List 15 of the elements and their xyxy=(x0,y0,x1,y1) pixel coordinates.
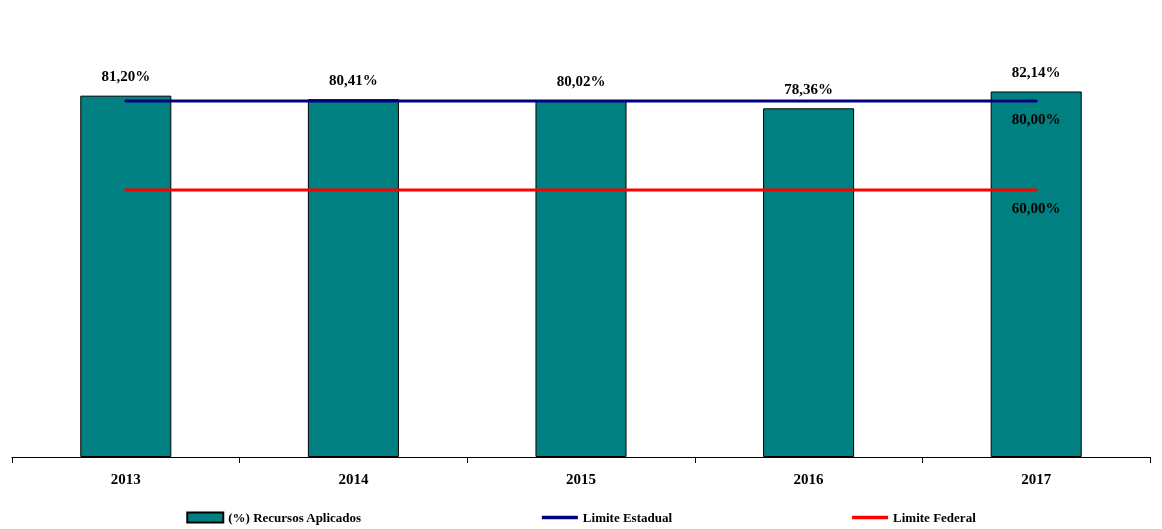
x-tick-label: 2013 xyxy=(110,470,141,487)
legend-label: Limite Estadual xyxy=(582,510,673,525)
data-label: 80,00% xyxy=(1011,110,1061,127)
data-label: 82,14% xyxy=(1011,63,1061,80)
legend-label: (%) Recursos Aplicados xyxy=(228,510,362,525)
data-label: 80,41% xyxy=(329,71,378,88)
data-label: 60,00% xyxy=(1011,199,1061,216)
x-tick-label: 2014 xyxy=(338,470,369,487)
x-tick-label: 2017 xyxy=(1021,470,1052,487)
data-label: 81,20% xyxy=(101,68,151,85)
x-tick-label: 2016 xyxy=(793,470,825,487)
x-tick-label: 2015 xyxy=(566,470,596,487)
data-label: 78,36% xyxy=(784,80,833,97)
data-label: 80,02% xyxy=(556,73,606,90)
legend-label: Limite Federal xyxy=(893,510,977,525)
